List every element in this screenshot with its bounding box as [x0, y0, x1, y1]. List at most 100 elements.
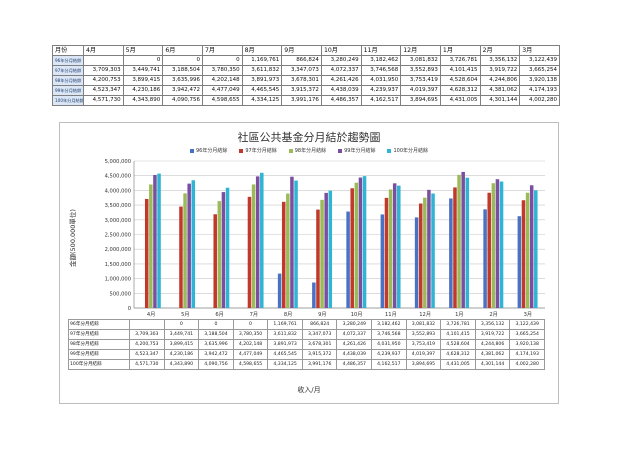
- table-cell: 3,915,372: [301, 349, 338, 360]
- bar: [153, 175, 157, 308]
- table-cell: 3,182,462: [360, 55, 402, 66]
- table-cell: 3,449,741: [122, 65, 164, 76]
- table-cell: 4,239,937: [360, 85, 402, 96]
- y-tick-label: 2,500,000: [105, 233, 131, 239]
- table-cell: 4,239,937: [371, 349, 407, 360]
- bar: [487, 192, 491, 308]
- table-cell: 3,678,301: [301, 339, 338, 350]
- table-cell: 4,334,125: [267, 359, 303, 370]
- bar: [255, 176, 260, 308]
- legend-swatch: [189, 148, 194, 153]
- legend-swatch: [239, 148, 244, 153]
- bar: [392, 183, 397, 308]
- table-cell: 3,753,419: [400, 75, 441, 86]
- table-cell: [83, 55, 124, 66]
- table-cell: 3,709,303: [83, 65, 124, 76]
- month-header-cell: 8月: [241, 45, 283, 56]
- table-cell: 3,188,504: [162, 65, 203, 76]
- table-cell: 3,894,695: [400, 95, 441, 106]
- table-cell: 4,301,144: [474, 359, 511, 370]
- table-cell: 3,919,722: [474, 329, 511, 340]
- table-cell: 4,261,426: [320, 75, 362, 86]
- table-cell: 4,090,756: [198, 359, 234, 370]
- row-label: 100年分月結餘: [52, 95, 84, 106]
- y-tick-label: 500,000: [110, 291, 131, 297]
- table-cell: 3,081,832: [400, 55, 441, 66]
- table-cell: 3,726,781: [439, 55, 481, 66]
- table-cell: 4,465,545: [267, 349, 303, 360]
- bar: [423, 197, 427, 308]
- bar: [191, 180, 196, 308]
- table-row: 97年分月結餘 3,709,303 3,449,741 3,188,504 3,780,…: [52, 65, 560, 76]
- table-row: 100年分月結餘 4,571,730 4,343,890 4,090,756 4,598…: [68, 359, 545, 370]
- table-cell: 4,002,280: [509, 359, 545, 370]
- bar: [149, 184, 153, 308]
- table-cell: 4,230,186: [122, 85, 164, 96]
- table-cell: 4,101,415: [440, 329, 476, 340]
- month-header-cell: 6月: [162, 45, 203, 56]
- table-cell: 4,202,148: [201, 75, 243, 86]
- bar: [320, 199, 324, 308]
- bar: [187, 183, 191, 308]
- table-cell: 866,824: [281, 55, 322, 66]
- table-cell: 3,611,832: [267, 329, 303, 340]
- table-cell: 4,523,347: [129, 349, 165, 360]
- legend-swatch: [338, 148, 343, 153]
- table-cell: [129, 319, 165, 330]
- table-cell: 4,523,347: [83, 85, 124, 96]
- bar: [418, 203, 423, 308]
- legend-label: 100年分月結餘: [393, 148, 429, 154]
- table-cell: 3,709,303: [129, 329, 165, 340]
- bar: [316, 209, 320, 308]
- table-cell: 4,072,337: [336, 329, 373, 340]
- chart-data-table: 96年分月結餘 0 0 0 1,169,761 866,824 3,280,249 3,182…: [68, 319, 545, 370]
- table-row: 96年分月結餘 0 0 0 1,169,761 866,824 3,280,249 3,182…: [52, 55, 560, 66]
- table-cell: 3,182,462: [371, 319, 407, 330]
- month-header-cell: 3月: [519, 45, 560, 56]
- table-cell: 0: [162, 55, 203, 66]
- row-label: 98年分月結餘: [68, 339, 130, 350]
- x-tick-label: 1月: [455, 311, 464, 318]
- table-cell: 3,280,249: [336, 319, 373, 330]
- bar: [312, 282, 316, 308]
- table-cell: 4,090,756: [162, 95, 203, 106]
- table-cell: 4,486,357: [320, 95, 362, 106]
- table-cell: 3,635,996: [162, 75, 203, 86]
- y-tick-label: 3,500,000: [105, 203, 131, 209]
- y-tick-label: 4,500,000: [105, 174, 131, 180]
- table-cell: 3,891,973: [241, 75, 283, 86]
- legend-item: 96年分月結餘: [189, 147, 227, 154]
- table-cell: 3,678,301: [281, 75, 322, 86]
- table-cell: 4,261,426: [336, 339, 373, 350]
- table-row: 99年分月結餘 4,523,347 4,230,186 3,942,472 4,477,…: [52, 85, 560, 96]
- table-cell: 4,244,806: [474, 339, 511, 350]
- row-label: 99年分月結餘: [52, 85, 84, 96]
- table-cell: 3,188,504: [198, 329, 234, 340]
- row-label: 99年分月結餘: [68, 349, 130, 360]
- x-tick-label: 2月: [489, 311, 498, 318]
- bar: [427, 189, 431, 308]
- legend-item: 100年分月結餘: [387, 147, 428, 154]
- bar: [213, 214, 217, 308]
- x-tick-label: 5月: [181, 311, 190, 318]
- month-header-label: 月份: [52, 45, 84, 56]
- bar: [294, 180, 298, 308]
- row-label: 96年分月結餘: [52, 55, 84, 66]
- month-header-cell: 11月: [360, 45, 402, 56]
- table-cell: 4,628,312: [439, 85, 481, 96]
- table-cell: 3,122,439: [519, 55, 560, 66]
- table-cell: 4,200,753: [129, 339, 165, 350]
- table-row: 97年分月結餘 3,709,303 3,449,741 3,188,504 3,780,…: [68, 329, 545, 340]
- chart-container: 社區公共基金分月結於趨勢圖 96年分月結餘 97年分月結餘 98年分月結餘 99年分月…: [59, 122, 559, 404]
- table-cell: 3,746,568: [360, 65, 402, 76]
- table-row: 96年分月結餘 0 0 0 1,169,761 866,824 3,280,249 3,182…: [68, 319, 545, 330]
- table-cell: 1,169,761: [267, 319, 303, 330]
- bar: [362, 176, 367, 308]
- table-cell: 3,635,996: [198, 339, 234, 350]
- legend-item: 99年分月結餘: [338, 147, 375, 154]
- table-cell: 3,356,132: [479, 55, 521, 66]
- table-cell: 0: [163, 319, 200, 330]
- x-tick-label: 7月: [250, 311, 259, 318]
- table-cell: 4,174,193: [509, 349, 545, 360]
- y-tick-label: 0: [128, 306, 131, 312]
